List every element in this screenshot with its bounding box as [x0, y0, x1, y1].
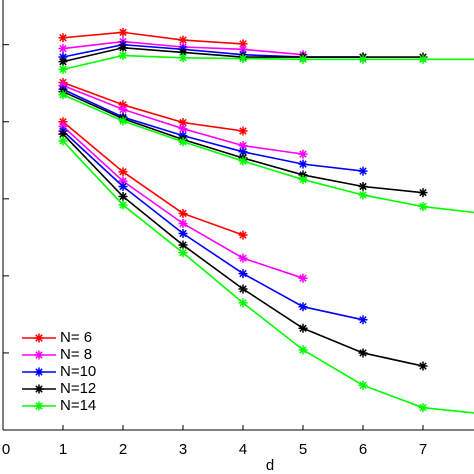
series-line: [62, 94, 474, 214]
marker: [178, 137, 188, 147]
marker: [238, 141, 248, 151]
marker: [58, 44, 68, 54]
legend-marker: [34, 350, 44, 360]
marker: [178, 248, 188, 258]
marker: [118, 176, 128, 186]
marker: [58, 121, 68, 131]
marker: [238, 54, 248, 64]
x-axis-label: d: [266, 457, 274, 474]
x-tick-label: 0: [2, 441, 10, 458]
marker: [178, 240, 188, 250]
marker: [298, 323, 308, 333]
marker: [118, 104, 128, 114]
marker: [418, 361, 428, 371]
marker: [238, 156, 248, 166]
legend-marker: [34, 384, 44, 394]
marker: [58, 33, 68, 43]
marker: [358, 181, 368, 191]
marker: [358, 54, 368, 64]
marker: [58, 129, 68, 139]
marker: [118, 100, 128, 110]
series-line: [62, 81, 244, 132]
marker: [298, 273, 308, 283]
marker: [118, 192, 128, 202]
marker: [58, 57, 68, 67]
marker: [238, 298, 248, 308]
marker: [298, 302, 308, 312]
marker: [178, 118, 188, 128]
marker: [178, 124, 188, 134]
marker: [118, 181, 128, 191]
marker: [238, 44, 248, 54]
series-line: [62, 88, 364, 172]
marker: [118, 200, 128, 210]
marker: [118, 43, 128, 53]
marker: [178, 35, 188, 45]
marker: [298, 170, 308, 180]
x-tick-label: 3: [179, 441, 187, 458]
marker: [358, 348, 368, 358]
legend-label: N= 8: [60, 346, 92, 363]
marker: [238, 147, 248, 157]
legend-entries: N= 6N= 8N=10N=12N=14: [22, 329, 96, 414]
x-tick-label: 4: [239, 441, 247, 458]
marker: [58, 136, 68, 146]
series-line: [62, 140, 474, 414]
marker: [118, 27, 128, 37]
marker: [238, 269, 248, 279]
x-tick-label: 1: [59, 441, 67, 458]
legend-label: N=10: [60, 363, 96, 380]
marker: [418, 188, 428, 198]
marker: [238, 230, 248, 240]
marker: [358, 166, 368, 176]
series-line: [62, 54, 474, 71]
marker: [58, 90, 68, 100]
marker: [118, 116, 128, 126]
x-tick-label: 6: [359, 441, 367, 458]
marker: [298, 149, 308, 159]
x-tick-label: 2: [119, 441, 127, 458]
marker: [178, 53, 188, 63]
marker: [418, 54, 428, 64]
series-line: [62, 121, 244, 236]
marker: [238, 126, 248, 136]
marker: [418, 403, 428, 413]
marker: [118, 50, 128, 60]
marker: [298, 345, 308, 355]
marker: [358, 190, 368, 200]
marker: [178, 208, 188, 218]
marker: [178, 228, 188, 238]
marker: [238, 284, 248, 294]
marker: [58, 64, 68, 74]
x-tick-label: 5: [299, 441, 307, 458]
marker: [418, 202, 428, 212]
plot-area: [58, 27, 474, 414]
marker: [118, 167, 128, 177]
legend-marker: [34, 401, 44, 411]
marker: [298, 54, 308, 64]
marker: [298, 159, 308, 169]
series-line: [62, 31, 244, 45]
legend-label: N=12: [60, 380, 96, 397]
marker: [178, 218, 188, 228]
legend: [14, 328, 112, 418]
series-line: [62, 130, 364, 321]
marker: [58, 52, 68, 62]
marker: [178, 47, 188, 57]
marker: [298, 175, 308, 185]
legend-label: N=14: [60, 397, 96, 414]
marker: [358, 380, 368, 390]
marker: [238, 253, 248, 263]
legend-marker: [34, 367, 44, 377]
legend-label: N= 6: [60, 329, 92, 346]
marker: [358, 315, 368, 325]
marker: [58, 117, 68, 127]
x-tick-label: 7: [419, 441, 427, 458]
marker: [238, 39, 248, 49]
legend-marker: [34, 333, 44, 343]
